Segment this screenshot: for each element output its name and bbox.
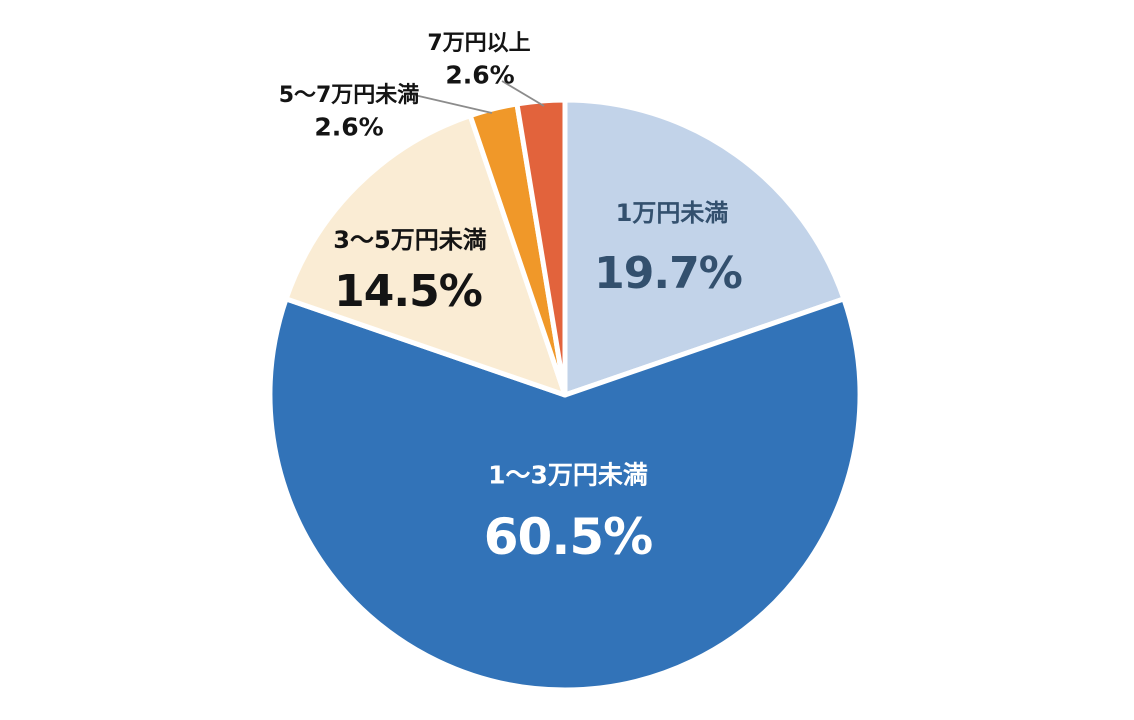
pie-slice-4 xyxy=(514,97,568,398)
slice-label-5-7man: 5〜7万円未満 xyxy=(278,83,420,108)
leader-line-7man-ijo xyxy=(501,80,545,107)
slice-pct-5-7man: 2.6% xyxy=(314,112,384,142)
slice-label-3-5man: 3〜5万円未満 xyxy=(333,226,487,254)
leader-lines-group xyxy=(409,80,545,114)
leader-line-5-7man xyxy=(409,93,493,114)
pie-slices-group xyxy=(267,97,863,693)
slice-label-under-1man: 1万円未満 xyxy=(615,199,729,227)
pie-slice-1 xyxy=(267,296,863,693)
slice-pct-under-1man: 19.7% xyxy=(594,248,743,299)
slice-pct-3-5man: 14.5% xyxy=(334,266,483,317)
pie-slice-2 xyxy=(283,113,568,398)
slice-label-1-3man: 1〜3万円未満 xyxy=(488,460,648,490)
slice-pct-7man-ijo: 2.6% xyxy=(445,60,515,90)
slice-label-7man-ijo: 7万円以上 xyxy=(427,31,531,56)
slice-pct-1-3man: 60.5% xyxy=(483,508,653,566)
